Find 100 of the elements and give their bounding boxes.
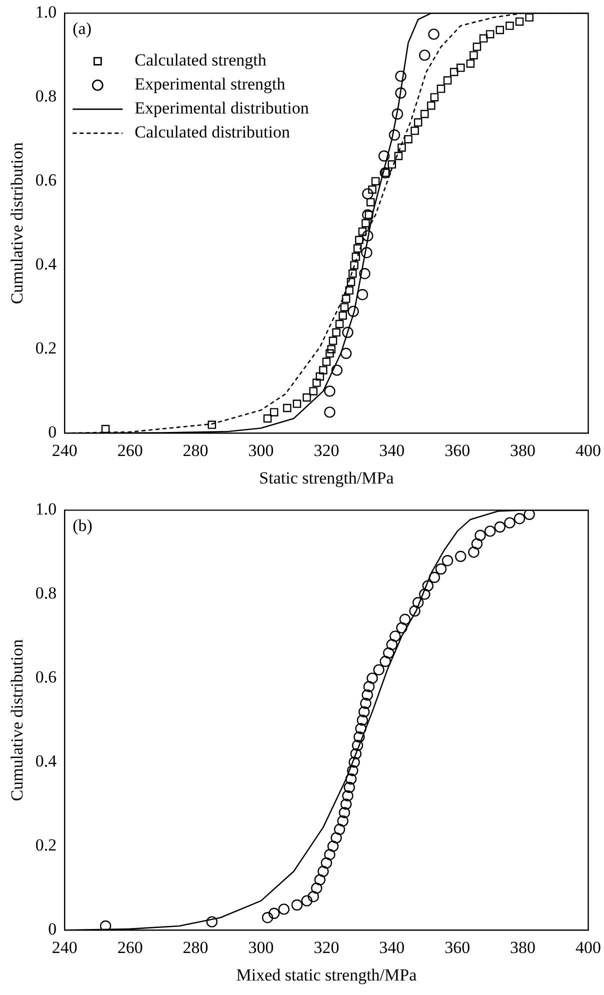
point xyxy=(514,513,526,524)
point xyxy=(371,177,380,186)
y-tick-label: 0.4 xyxy=(35,752,58,771)
x-tick-label: 360 xyxy=(444,440,470,460)
point xyxy=(338,311,347,320)
point xyxy=(359,268,370,280)
point xyxy=(350,261,358,270)
point xyxy=(356,714,368,726)
point xyxy=(410,126,419,135)
point xyxy=(427,101,436,110)
point xyxy=(409,605,420,617)
x-tick-label: 240 xyxy=(52,938,78,957)
point xyxy=(319,366,328,374)
y-tick-label: 0.2 xyxy=(35,338,57,358)
point xyxy=(268,908,280,919)
point xyxy=(435,563,447,575)
x-tick-label: 340 xyxy=(379,440,405,460)
point xyxy=(388,160,396,169)
y-tick-label: 0.2 xyxy=(35,836,57,855)
x-tick-label: 320 xyxy=(314,440,340,460)
point xyxy=(356,289,368,300)
point xyxy=(328,336,338,345)
point xyxy=(360,698,372,709)
point xyxy=(344,782,355,793)
point xyxy=(345,773,357,785)
point xyxy=(340,303,349,312)
point xyxy=(320,857,332,869)
point xyxy=(348,756,360,768)
point xyxy=(324,406,336,418)
point xyxy=(428,28,440,40)
point xyxy=(348,269,357,278)
point xyxy=(348,306,359,317)
x-tick-label: 300 xyxy=(248,938,274,957)
x-tick-label: 280 xyxy=(182,938,208,957)
point xyxy=(332,328,340,337)
point xyxy=(378,150,390,162)
point xyxy=(386,639,398,650)
y-tick-label: 0.4 xyxy=(35,254,58,274)
point xyxy=(262,912,274,924)
point xyxy=(394,152,403,160)
point xyxy=(316,372,324,381)
point xyxy=(428,572,440,583)
point xyxy=(331,364,343,376)
point xyxy=(353,244,362,253)
point xyxy=(342,294,350,303)
point xyxy=(442,555,454,566)
point xyxy=(346,278,356,286)
point xyxy=(206,916,218,928)
x-tick-label: 400 xyxy=(576,938,601,957)
y-tick-label: 1.0 xyxy=(35,2,57,22)
y-tick-label: 0.6 xyxy=(35,170,57,190)
point xyxy=(278,904,290,915)
point xyxy=(414,118,422,127)
point xyxy=(355,236,364,244)
point xyxy=(354,731,365,743)
point xyxy=(101,424,110,434)
point xyxy=(283,404,292,412)
point xyxy=(314,874,326,886)
y-tick-label: 0 xyxy=(48,920,57,939)
point xyxy=(330,832,342,844)
point xyxy=(338,807,350,818)
point xyxy=(399,614,411,625)
legend-label: Calculated strength xyxy=(134,50,267,70)
legend-label: Calculated distribution xyxy=(134,122,290,142)
point xyxy=(366,672,378,684)
legend-label: Experimental distribution xyxy=(134,98,310,118)
point xyxy=(292,400,302,408)
point xyxy=(337,815,348,827)
point xyxy=(443,76,452,85)
point xyxy=(324,386,336,397)
point xyxy=(404,135,412,144)
point xyxy=(311,882,322,894)
annotation: (a) xyxy=(72,19,92,38)
point xyxy=(334,824,346,835)
point xyxy=(430,93,439,102)
point xyxy=(515,17,524,26)
point xyxy=(484,526,496,537)
x-axis-title: Static strength/MPa xyxy=(259,468,394,488)
y-tick-label: 0 xyxy=(48,422,57,442)
point xyxy=(358,706,370,718)
y-tick-label: 0.8 xyxy=(35,584,57,603)
point xyxy=(362,219,370,228)
point xyxy=(366,198,375,206)
point xyxy=(291,899,303,911)
point xyxy=(388,129,400,141)
point xyxy=(468,546,480,558)
x-tick-label: 260 xyxy=(117,440,143,460)
point xyxy=(373,664,384,676)
x-tick-label: 380 xyxy=(510,440,536,460)
x-tick-label: 260 xyxy=(117,938,143,957)
y-axis-title: Cumulative distribution xyxy=(8,142,27,304)
point xyxy=(395,70,406,82)
annotation: (b) xyxy=(72,516,92,536)
point xyxy=(318,866,329,877)
x-tick-label: 300 xyxy=(248,440,274,460)
point xyxy=(208,420,216,429)
y-axis-title: Cumulative distribution xyxy=(8,638,27,802)
point xyxy=(524,510,535,520)
y-tick-label: 1.0 xyxy=(35,500,57,519)
point xyxy=(326,349,334,358)
